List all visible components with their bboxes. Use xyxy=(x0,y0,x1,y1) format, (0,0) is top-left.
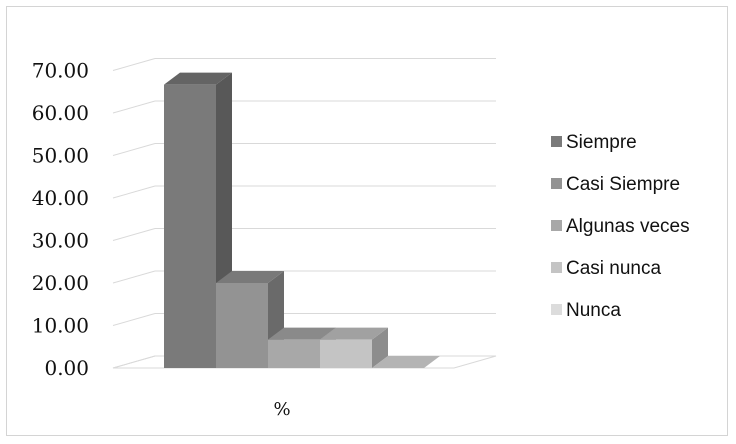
bar-side xyxy=(372,327,388,368)
x-axis-category-labels: % xyxy=(273,399,290,420)
y-tick-label: 60.00 xyxy=(32,101,89,125)
bar-top xyxy=(216,271,284,283)
bar xyxy=(320,327,388,368)
legend-swatch xyxy=(551,304,562,315)
legend-swatch xyxy=(551,136,562,147)
gridline-depth xyxy=(112,58,156,71)
legend: Siempre Casi Siempre Algunas veces Casi nun… xyxy=(551,132,690,321)
legend-label: Casi nunca xyxy=(566,258,661,279)
bar-front xyxy=(320,339,372,368)
legend-item: Casi nunca xyxy=(551,258,661,279)
bar-front xyxy=(268,339,320,368)
bar-front xyxy=(216,283,268,368)
y-tick-label: 20.00 xyxy=(32,271,89,295)
legend-swatch xyxy=(551,178,562,189)
bar-front xyxy=(164,84,216,368)
y-tick-label: 40.00 xyxy=(32,186,89,210)
bar-top xyxy=(320,327,388,340)
legend-item: Nunca xyxy=(551,300,621,321)
gridline-depth xyxy=(112,313,156,326)
legend-label: Algunas veces xyxy=(566,216,690,237)
bar-top xyxy=(372,356,440,368)
x-category-label: % xyxy=(273,399,290,420)
bar-top xyxy=(164,72,232,85)
gridline-depth xyxy=(112,270,156,284)
legend-item: Algunas veces xyxy=(551,216,690,237)
legend-item: Siempre xyxy=(551,132,637,153)
legend-label: Nunca xyxy=(566,300,621,321)
y-tick-label: 30.00 xyxy=(32,229,89,253)
gridline-depth xyxy=(112,100,156,114)
bar-top xyxy=(268,327,336,340)
gridline-depth xyxy=(112,185,156,199)
legend-swatch xyxy=(551,262,562,273)
gridline-depth xyxy=(112,228,156,241)
y-tick-label: 10.00 xyxy=(32,314,89,338)
y-axis-tick-labels: 0.00 10.00 20.00 30.00 40.00 50.00 60.00 70.00 xyxy=(32,59,89,381)
gridline-depth xyxy=(112,355,156,369)
bar xyxy=(372,356,440,368)
y-tick-label: 0.00 xyxy=(44,356,89,380)
legend-label: Casi Siempre xyxy=(566,174,680,195)
bars xyxy=(164,72,440,368)
y-tick-label: 50.00 xyxy=(32,144,89,168)
gridline-depth xyxy=(112,143,156,156)
legend-label: Siempre xyxy=(566,132,637,153)
legend-swatch xyxy=(551,220,562,231)
legend-item: Casi Siempre xyxy=(551,174,680,195)
y-tick-label: 70.00 xyxy=(32,59,89,83)
